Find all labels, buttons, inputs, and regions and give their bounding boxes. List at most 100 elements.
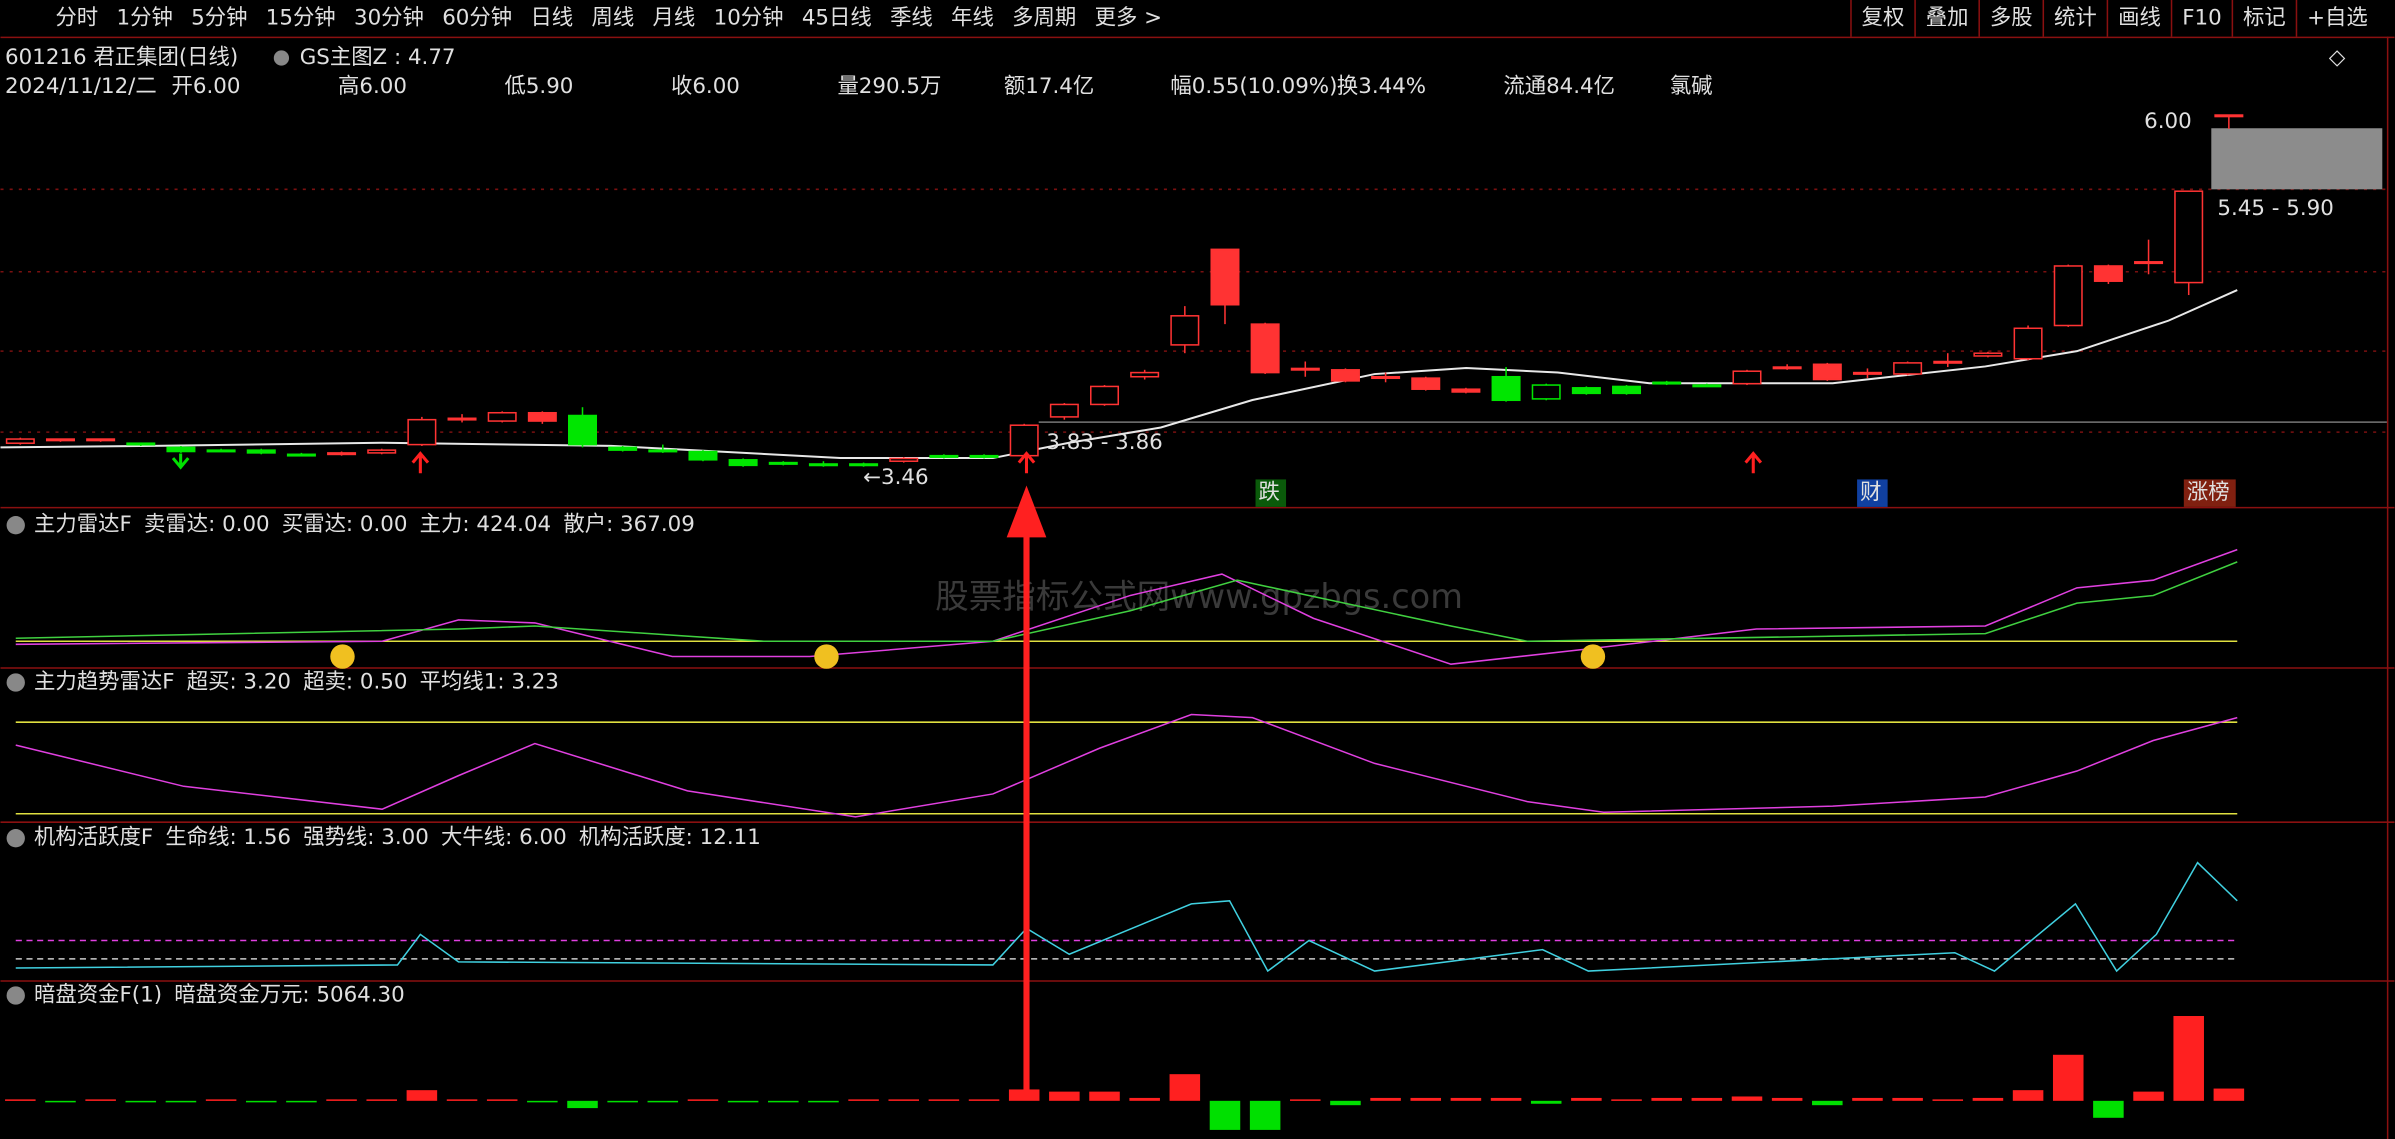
- price-label: 3.83 - 3.86: [1046, 430, 1162, 455]
- dark-pool-bar: [1330, 1100, 1361, 1106]
- dark-pool-bar: [1490, 1097, 1522, 1101]
- period-tab[interactable]: 月线: [653, 5, 696, 30]
- panel-icon: [6, 516, 25, 535]
- candle-body: [1893, 362, 1923, 375]
- candle-body: [1250, 323, 1280, 374]
- candle-body: [1571, 387, 1601, 395]
- panel-field: 卖雷达: 0.00: [144, 512, 270, 537]
- period-tab[interactable]: 更多 >: [1095, 5, 1162, 30]
- quote-item: 幅0.55(10.09%): [1170, 74, 1337, 99]
- indicator: GS主图Z : 4.77: [300, 45, 456, 70]
- candle-body: [1491, 375, 1521, 402]
- panel-field: 主力: 424.04: [420, 512, 551, 537]
- candle-body: [889, 457, 919, 462]
- candle-body: [849, 463, 879, 467]
- dark-pool-bar: [888, 1099, 920, 1101]
- event-label: 涨榜: [2187, 480, 2230, 505]
- dark-pool-bar: [1089, 1091, 1120, 1101]
- period-tab[interactable]: 分时: [55, 5, 98, 30]
- signal-marker: [411, 451, 430, 474]
- candle-body: [728, 459, 758, 467]
- candle-body: [1090, 385, 1120, 406]
- quote-item: 收6.00: [671, 74, 740, 99]
- dark-pool-bar: [1530, 1100, 1562, 1104]
- price-label: ←3.46: [863, 465, 928, 490]
- dark-pool-bar: [2133, 1091, 2164, 1101]
- dark-pool-bar: [125, 1100, 157, 1103]
- period-tab[interactable]: 季线: [890, 5, 933, 30]
- dark-pool-bar: [687, 1099, 719, 1101]
- dark-pool-bar: [85, 1099, 116, 1101]
- activity-line: [15, 861, 2238, 973]
- toolbar-button[interactable]: 标记: [2243, 5, 2286, 30]
- dark-pool-bar: [205, 1099, 237, 1101]
- period-tab[interactable]: 45日线: [802, 5, 872, 30]
- period-tab[interactable]: 10分钟: [714, 5, 784, 30]
- period-tab[interactable]: 年线: [951, 5, 994, 30]
- dark-pool-bar: [2213, 1088, 2245, 1101]
- dark-pool-bar: [406, 1090, 438, 1101]
- panel-field: 机构活跃度: 12.11: [579, 825, 761, 850]
- dark-pool-bar: [848, 1099, 879, 1101]
- candle-body: [1130, 371, 1160, 378]
- watermark: 股票指标公式网www.gpzbgs.com: [935, 577, 1463, 616]
- candle-body: [1812, 363, 1842, 381]
- candle-body: [1411, 377, 1441, 390]
- toolbar-button[interactable]: F10: [2182, 5, 2221, 30]
- toolbar-button[interactable]: 多股: [1990, 5, 2033, 30]
- candle-body: [286, 453, 316, 457]
- candle-body: [768, 461, 798, 465]
- range-box: [2211, 128, 2383, 190]
- period-tab[interactable]: 30分钟: [354, 5, 424, 30]
- toolbar-button[interactable]: 复权: [1862, 5, 1905, 30]
- period-tab[interactable]: 5分钟: [191, 5, 247, 30]
- period-tab[interactable]: 15分钟: [266, 5, 336, 30]
- quote-item: 2024/11/12/二: [5, 74, 157, 99]
- dark-pool-bar: [1771, 1097, 1803, 1101]
- candle-body: [1170, 315, 1200, 346]
- quote-item: 流通84.4亿: [1503, 74, 1615, 99]
- signal-arrowhead: [1006, 485, 1047, 538]
- panel-field: 平均线1: 3.23: [420, 669, 559, 694]
- candle-body: [126, 442, 156, 446]
- dark-pool-bar: [1169, 1074, 1201, 1101]
- grid: [0, 188, 2387, 433]
- period-tab[interactable]: 多周期: [1012, 5, 1076, 30]
- candle-body: [1612, 385, 1642, 395]
- period-tab[interactable]: 60分钟: [442, 5, 512, 30]
- dark-pool-bar: [5, 1099, 36, 1101]
- dark-pool-bar: [366, 1099, 397, 1101]
- dark-pool-bar: [286, 1100, 317, 1103]
- diamond-icon[interactable]: ◇: [2329, 45, 2346, 70]
- dark-pool-bar: [45, 1100, 76, 1103]
- candle-body: [1933, 360, 1963, 364]
- candle-body: [246, 449, 276, 454]
- quote-item: 量290.5万: [837, 74, 941, 99]
- dark-pool-bar: [326, 1099, 357, 1101]
- period-tab[interactable]: 1分钟: [117, 5, 173, 30]
- candle-body: [567, 414, 598, 446]
- event-label: 财: [1860, 480, 1881, 505]
- candle-body: [2214, 114, 2244, 118]
- candle-body: [2053, 265, 2083, 327]
- signal-marker: [171, 453, 190, 470]
- toolbar-button[interactable]: 画线: [2118, 5, 2161, 30]
- candle-body: [1732, 370, 1762, 385]
- toolbar-button[interactable]: 叠加: [1926, 5, 1969, 30]
- toolbar-button[interactable]: 统计: [2054, 5, 2097, 30]
- period-tab[interactable]: 周线: [592, 5, 635, 30]
- dark-pool-bar: [1812, 1100, 1843, 1106]
- dark-pool-bar: [768, 1100, 799, 1103]
- event-badge: [1857, 479, 1888, 507]
- dark-pool-bar: [486, 1099, 518, 1101]
- candle-body: [608, 446, 638, 451]
- dark-pool-bar: [1852, 1097, 1883, 1101]
- dark-pool-bar: [245, 1100, 277, 1103]
- period-tab[interactable]: 日线: [530, 5, 573, 30]
- panel-field: 暗盘资金万元: 5064.30: [174, 982, 404, 1007]
- dark-pool-bar: [2093, 1100, 2124, 1118]
- candle-body: [1531, 384, 1561, 400]
- dark-pool-bar: [567, 1100, 598, 1109]
- toolbar-button[interactable]: +自选: [2307, 5, 2368, 30]
